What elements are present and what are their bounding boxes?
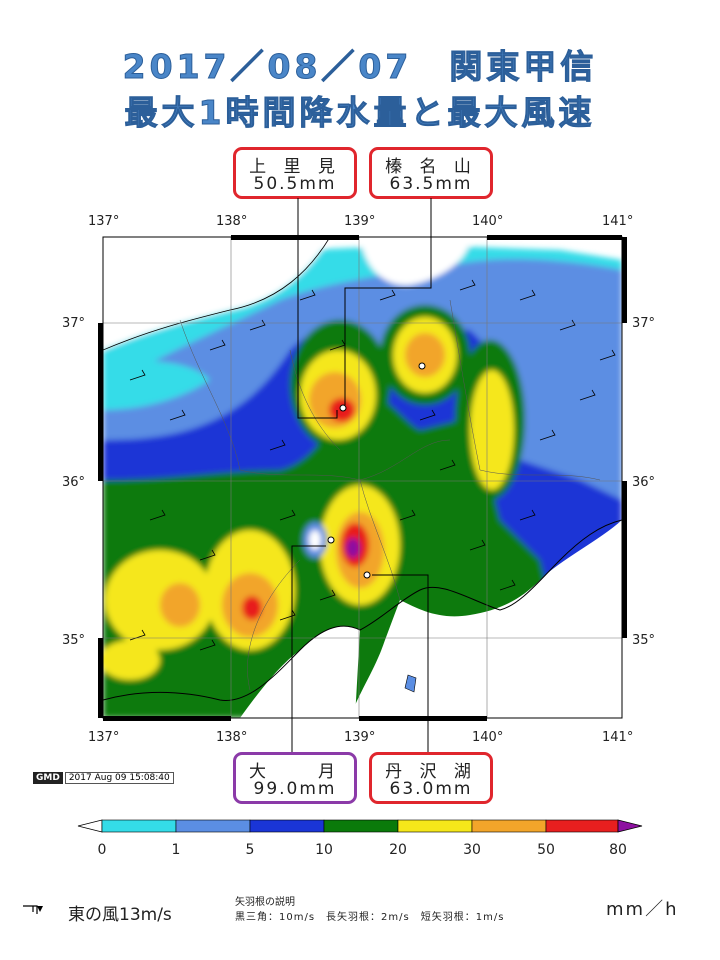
leader-otsuki — [291, 545, 326, 752]
lon-label-138-top: 138° — [216, 214, 248, 229]
lon-label-138-bottom: 138° — [216, 730, 248, 745]
colorbar-unit: mm／h — [606, 899, 679, 920]
title-date-region: 2017／08／07 関東甲信 — [122, 47, 598, 87]
precip-cell-coast-yellow — [103, 640, 160, 680]
izu-island — [404, 674, 417, 693]
precip-cell-southwest-red — [242, 596, 262, 620]
leader-harunasan — [344, 198, 432, 405]
callout-tanzawako-name: 丹 沢 湖 — [385, 762, 477, 782]
wind-barbs — [129, 279, 616, 651]
lon-label-137-bottom: 137° — [88, 730, 120, 745]
callout-tsuki-name: 大 月 — [249, 762, 341, 782]
lon-label-139-top: 139° — [344, 214, 376, 229]
callout-harunasan-value: 63.5mm — [389, 174, 473, 194]
wind-legend-note-body: 黒三角：10m/s 長矢羽根：2m/s 短矢羽根：1m/s — [235, 912, 505, 923]
sea-suruga-bay — [240, 626, 360, 718]
callout-tanzawako-value: 63.0mm — [389, 779, 473, 799]
leader-kamisatomi — [297, 198, 338, 419]
callout-kamisatomi-value: 50.5mm — [253, 174, 337, 194]
coastline-north — [103, 237, 331, 351]
callout-harunasan-name: 榛 名 山 — [385, 157, 477, 177]
lon-label-141-top: 141° — [602, 214, 634, 229]
lat-label-36-right: 36° — [632, 475, 656, 490]
wind-legend-example: 東の風13m/s — [68, 905, 172, 925]
colorbar-tick-5: 5 — [245, 842, 255, 858]
colorbar-tick-10: 10 — [315, 842, 333, 858]
wind-legend-note-title: 矢羽根の説明 — [235, 897, 295, 908]
callout-kamisatomi-name: 上 里 見 — [249, 157, 341, 177]
lon-label-140-top: 140° — [472, 214, 504, 229]
low-precip-area-northeast — [360, 237, 470, 286]
callout-kamisatomi: 上 里 見 50.5mm — [233, 147, 357, 199]
lat-label-37-right: 37° — [632, 316, 656, 331]
sea-sagami-bay — [350, 520, 622, 718]
station-harunasan — [418, 362, 426, 370]
lat-label-35-right: 35° — [632, 633, 656, 648]
callout-tsuki-value: 99.0mm — [253, 779, 337, 799]
colorbar-tick-1: 1 — [171, 842, 181, 858]
colorbar-tick-50: 50 — [537, 842, 555, 858]
callout-harunasan: 榛 名 山 63.5mm — [369, 147, 493, 199]
lat-label-35-left: 35° — [62, 633, 86, 648]
lat-lon-grid — [103, 237, 622, 718]
gmd-logo: GMD — [33, 772, 63, 784]
precip-cell-east-yellow — [470, 370, 514, 490]
station-kamisatomi — [339, 404, 347, 412]
station-tanzawako — [363, 571, 371, 579]
wind-barb-example-icon — [23, 905, 43, 914]
lon-label-137-top: 137° — [88, 214, 120, 229]
low-precip-pocket-white — [309, 530, 321, 550]
colorbar-tick-0: 0 — [97, 842, 107, 858]
lon-label-139-bottom: 139° — [344, 730, 376, 745]
lat-label-37-left: 37° — [62, 316, 86, 331]
lat-label-36-left: 36° — [62, 475, 86, 490]
colorbar — [77, 819, 643, 833]
lon-label-141-bottom: 141° — [602, 730, 634, 745]
callout-tanzawako: 丹 沢 湖 63.0mm — [369, 752, 493, 804]
coastline — [103, 519, 622, 701]
precip-cell-northeast-orange — [405, 333, 445, 377]
low-precip-area-northwest — [103, 237, 330, 350]
map-frame-ticks — [98, 235, 627, 721]
lon-label-140-bottom: 140° — [472, 730, 504, 745]
precip-cell-otsuki-purple — [346, 538, 360, 558]
colorbar-tick-20: 20 — [389, 842, 407, 858]
gmd-timestamp: 2017 Aug 09 15:08:40 — [64, 772, 174, 784]
low-precip-area-west — [103, 360, 210, 410]
leader-tanzawako — [372, 574, 429, 752]
precip-cell-west-orange — [160, 583, 200, 627]
prefecture-borders — [179, 299, 601, 691]
colorbar-tick-30: 30 — [463, 842, 481, 858]
callout-tsuki: 大 月 99.0mm — [233, 752, 357, 804]
callout-leaders — [291, 198, 432, 752]
title-description: 最大1時間降水量と最大風速 — [124, 93, 596, 133]
station-otsuki — [327, 536, 335, 544]
colorbar-tick-80: 80 — [609, 842, 627, 858]
gmd-stamp: GMD 2017 Aug 09 15:08:40 — [33, 772, 174, 784]
